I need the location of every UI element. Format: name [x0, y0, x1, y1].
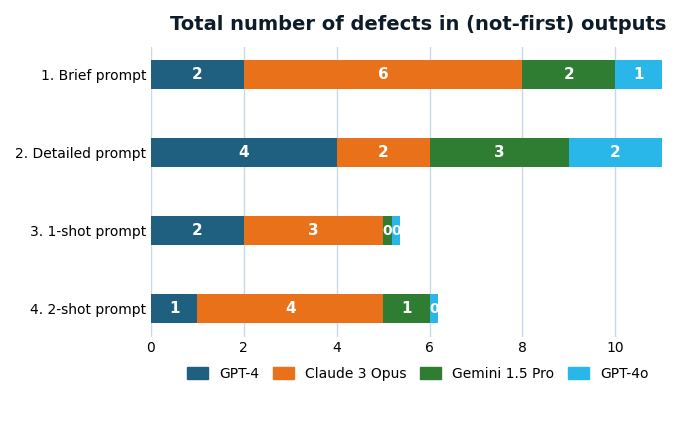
Text: 2: 2	[192, 223, 203, 238]
Legend: GPT-4, Claude 3 Opus, Gemini 1.5 Pro, GPT-4o: GPT-4, Claude 3 Opus, Gemini 1.5 Pro, GP…	[181, 360, 656, 388]
Text: 0: 0	[429, 302, 439, 316]
Bar	[430, 294, 438, 323]
Text: 1: 1	[401, 301, 412, 316]
Text: 1: 1	[169, 301, 179, 316]
Text: 4: 4	[285, 301, 295, 316]
Bar	[151, 294, 197, 323]
Text: 3: 3	[494, 145, 505, 160]
Bar	[569, 138, 661, 168]
Bar	[430, 138, 569, 168]
Text: 2: 2	[610, 145, 621, 160]
Text: 0: 0	[391, 223, 400, 238]
Title: Total number of defects in (not-first) outputs: Total number of defects in (not-first) o…	[170, 15, 666, 34]
Bar	[151, 216, 244, 246]
Bar	[244, 60, 522, 90]
Bar	[522, 60, 615, 90]
Text: 6: 6	[378, 67, 388, 82]
Bar	[391, 216, 400, 246]
Text: 2: 2	[564, 67, 574, 82]
Bar	[615, 60, 661, 90]
Bar	[337, 138, 430, 168]
Text: 4: 4	[239, 145, 249, 160]
Text: 3: 3	[308, 223, 318, 238]
Text: 2: 2	[192, 67, 203, 82]
Text: 1: 1	[634, 67, 644, 82]
Bar	[197, 294, 383, 323]
Bar	[383, 216, 391, 246]
Text: 0: 0	[382, 223, 392, 238]
Bar	[244, 216, 383, 246]
Bar	[151, 138, 337, 168]
Text: 2: 2	[378, 145, 388, 160]
Bar	[383, 294, 430, 323]
Bar	[151, 60, 244, 90]
